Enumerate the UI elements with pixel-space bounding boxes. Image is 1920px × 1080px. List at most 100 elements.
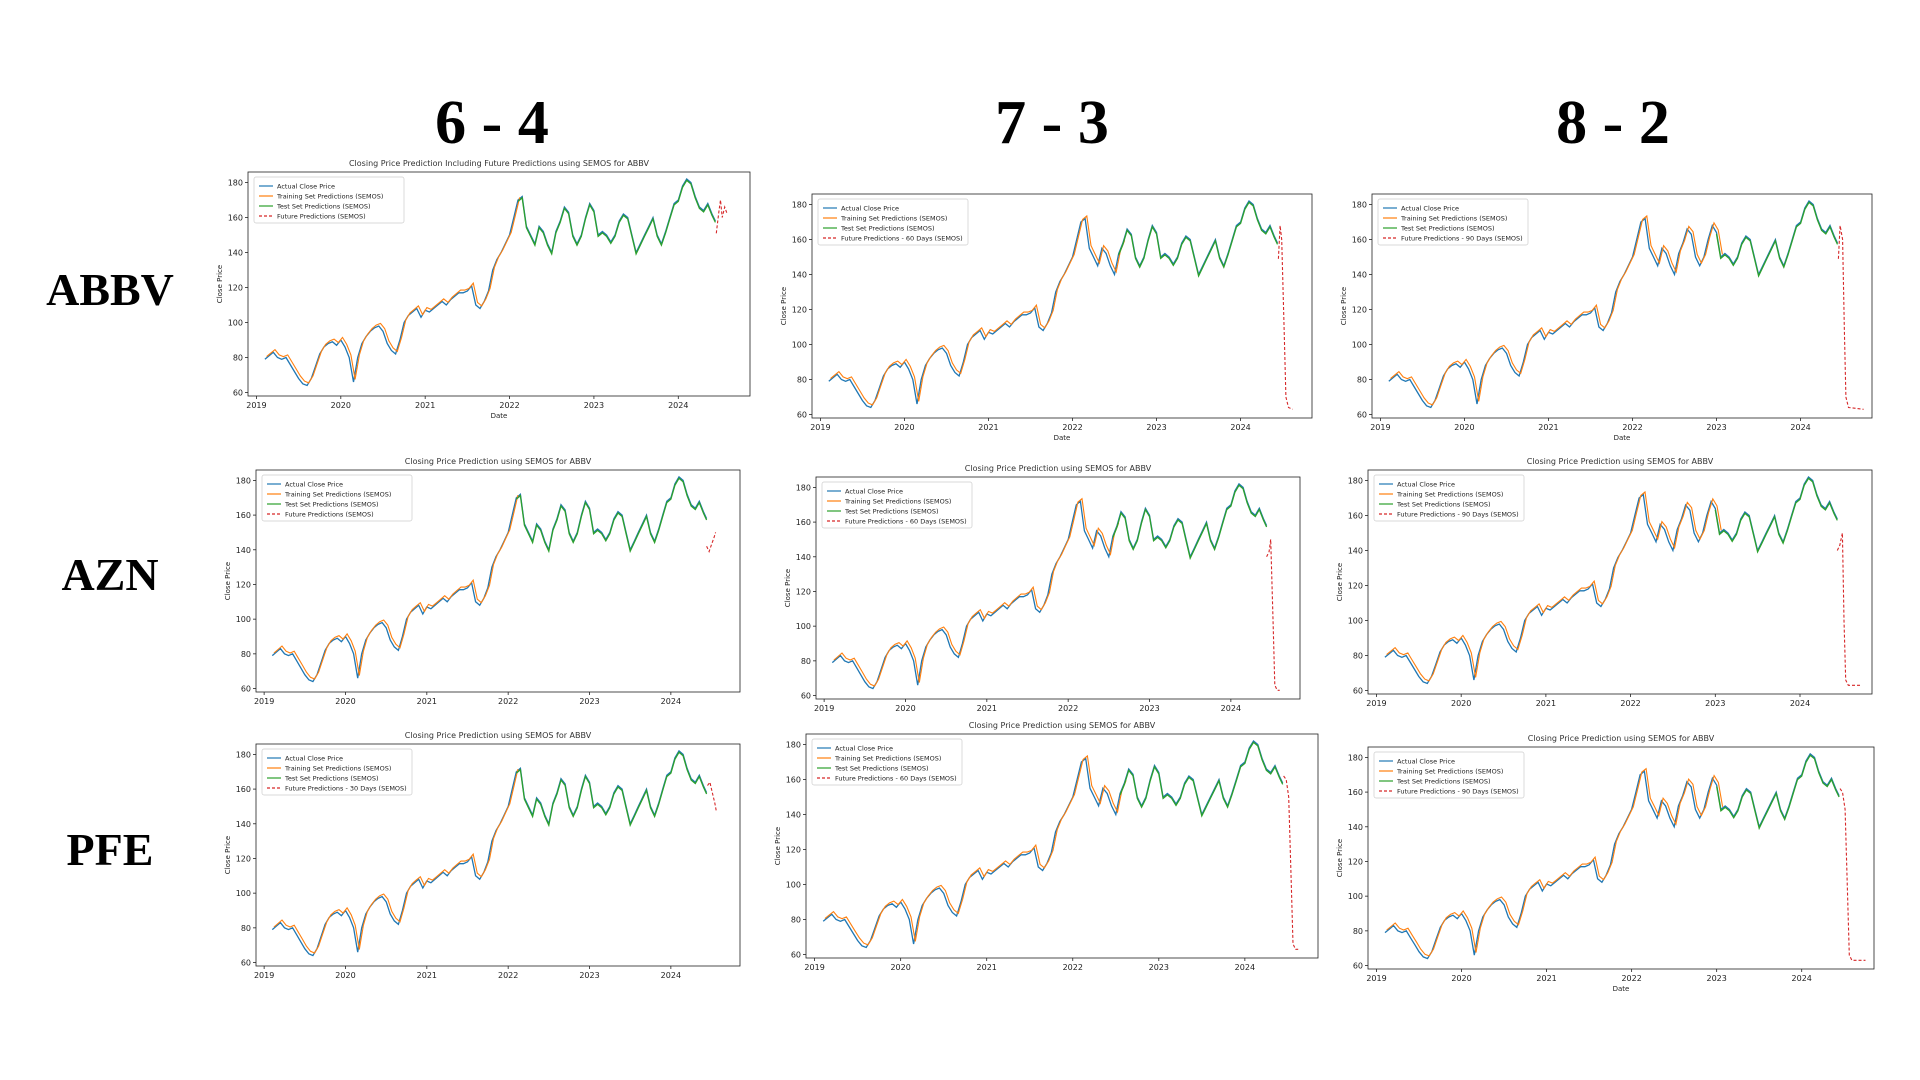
future-prediction-line (1277, 225, 1293, 410)
future-prediction-line (715, 199, 728, 234)
plot-frame (1367, 746, 1875, 970)
y-tick-label: 60 (791, 951, 801, 960)
legend-box (817, 198, 969, 246)
x-tick-label: 2022 (1062, 423, 1082, 432)
legend-entry: Training Set Predictions (SEMOS) (1396, 491, 1503, 499)
legend-box (1373, 751, 1525, 799)
x-tick-label: 2021 (415, 401, 435, 410)
y-tick-label: 60 (1353, 962, 1363, 971)
x-tick-label: 2021 (977, 963, 997, 972)
legend-entry: Test Set Predictions (SEMOS) (276, 203, 371, 211)
legend-entry: Actual Close Price (841, 205, 899, 213)
chart-pfe-7-3: Closing Price Prediction using SEMOS for… (770, 712, 1328, 990)
x-tick-label: 2019 (810, 423, 830, 432)
x-tick-label: 2021 (978, 423, 998, 432)
y-tick-label: 140 (236, 820, 251, 829)
y-tick-label: 100 (1348, 617, 1363, 626)
y-tick-label: 100 (236, 615, 251, 624)
x-tick-label: 2023 (1705, 699, 1725, 708)
x-tick-label: 2022 (1622, 423, 1642, 432)
plot-frame (247, 171, 751, 397)
x-axis-label: Date (1054, 434, 1071, 442)
legend-entry: Actual Close Price (285, 755, 343, 763)
x-axis-label: Date (1613, 985, 1630, 993)
training-prediction-line (273, 768, 519, 954)
y-tick-label: 180 (236, 750, 251, 759)
x-tick-label: 2020 (331, 401, 351, 410)
x-tick-label: 2019 (1370, 423, 1390, 432)
y-tick-label: 60 (1353, 687, 1363, 696)
x-tick-label: 2023 (1149, 963, 1169, 972)
x-tick-label: 2020 (894, 423, 914, 432)
y-tick-label: 160 (236, 785, 251, 794)
test-prediction-line (515, 751, 708, 828)
y-tick-label: 160 (1348, 788, 1363, 797)
legend-entry: Actual Close Price (1397, 481, 1455, 489)
y-tick-label: 80 (241, 924, 251, 933)
legend-entry: Future Predictions - 60 Days (SEMOS) (845, 518, 967, 526)
chart-title: Closing Price Prediction Including Futur… (349, 159, 650, 168)
x-tick-label: 2019 (814, 704, 834, 713)
legend-box (811, 738, 963, 786)
legend-entry: Actual Close Price (1397, 758, 1455, 766)
column-header-8-2: 8 - 2 (1556, 89, 1670, 157)
x-tick-label: 2019 (246, 401, 266, 410)
y-axis-label: Close Price (780, 287, 788, 325)
y-tick-label: 80 (801, 657, 811, 666)
y-tick-label: 180 (1348, 477, 1363, 486)
y-tick-label: 160 (796, 518, 811, 527)
training-prediction-line (1390, 214, 1723, 406)
test-prediction-line (1118, 201, 1279, 278)
y-tick-label: 160 (236, 511, 251, 520)
y-tick-label: 100 (792, 341, 807, 350)
chart-svg: 60 80 100 120 140 160 180 2019 2020 2021 2022 2023 2… (1340, 193, 1873, 442)
x-tick-label: 2021 (1538, 423, 1558, 432)
chart-title: Closing Price Prediction using SEMOS for… (965, 464, 1152, 473)
y-tick-label: 120 (786, 846, 801, 855)
x-tick-label: 2021 (1536, 699, 1556, 708)
y-tick-label: 80 (791, 916, 801, 925)
plot-frame (811, 193, 1313, 419)
y-axis-label: Close Price (1340, 287, 1348, 325)
legend-entry: Training Set Predictions (SEMOS) (284, 491, 391, 499)
legend-entry: Test Set Predictions (SEMOS) (1396, 501, 1491, 509)
x-tick-label: 2024 (661, 697, 681, 706)
chart-svg: Closing Price Prediction using SEMOS for… (774, 721, 1319, 972)
row-header-abbv: ABBV (46, 264, 174, 315)
x-tick-label: 2024 (1230, 423, 1250, 432)
x-tick-label: 2023 (1706, 974, 1726, 983)
y-tick-label: 100 (1348, 892, 1363, 901)
chart-svg: Closing Price Prediction using SEMOS for… (1336, 734, 1875, 993)
chart-title: Closing Price Prediction using SEMOS for… (1528, 734, 1715, 743)
x-tick-label: 2023 (1146, 423, 1166, 432)
legend-box (261, 474, 413, 522)
chart-svg: Closing Price Prediction using SEMOS for… (224, 731, 741, 980)
y-axis-label: Close Price (224, 562, 232, 600)
legend-entry: Future Predictions - 30 Days (SEMOS) (285, 785, 407, 793)
legend-box (821, 481, 973, 529)
plot-frame (1371, 193, 1873, 419)
legend-entry: Training Set Predictions (SEMOS) (276, 193, 383, 201)
chart-svg: Closing Price Prediction Including Futur… (216, 159, 751, 420)
training-prediction-line (824, 754, 1127, 946)
chart-title: Closing Price Prediction using SEMOS for… (1527, 457, 1714, 466)
x-axis-label: Date (1614, 434, 1631, 442)
y-tick-label: 160 (786, 776, 801, 785)
y-axis-label: Close Price (224, 836, 232, 874)
future-prediction-line (706, 532, 717, 553)
plot-frame (255, 469, 741, 693)
x-tick-label: 2024 (1790, 699, 1810, 708)
row-header-azn: AZN (61, 549, 159, 600)
y-tick-label: 160 (792, 236, 807, 245)
y-tick-label: 160 (1348, 512, 1363, 521)
x-tick-label: 2022 (1063, 963, 1083, 972)
chart-pfe-8-2: Closing Price Prediction using SEMOS for… (1332, 725, 1884, 1001)
plot-frame (815, 476, 1301, 700)
x-tick-label: 2022 (499, 401, 519, 410)
legend-entry: Training Set Predictions (SEMOS) (834, 755, 941, 763)
y-tick-label: 80 (1357, 376, 1367, 385)
test-prediction-line (1716, 754, 1840, 831)
y-tick-label: 140 (236, 546, 251, 555)
test-prediction-line (515, 477, 708, 554)
x-tick-label: 2021 (1536, 974, 1556, 983)
